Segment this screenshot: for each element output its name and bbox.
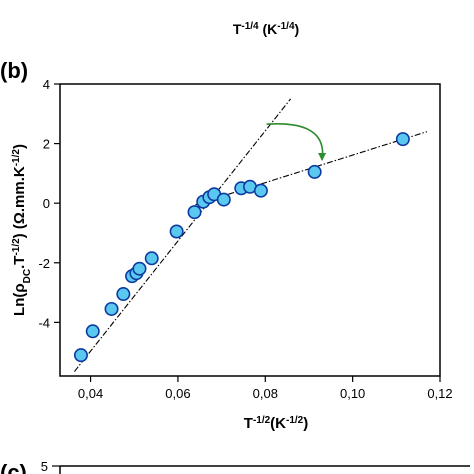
panel-label-c: (c) [0, 460, 27, 474]
panel-c-y-tick-label: 5 [41, 459, 48, 474]
x-tick-label: 0,10 [340, 386, 365, 401]
data-point [216, 192, 231, 207]
panel-label-b: (b) [0, 58, 28, 83]
annotation-arrow [266, 123, 327, 161]
data-point [253, 183, 268, 198]
fit-lines [73, 98, 428, 372]
data-point [169, 224, 184, 239]
fit-line [195, 131, 428, 206]
y-tick-label: -2 [38, 256, 50, 271]
data-point [307, 164, 322, 179]
data-point [187, 205, 202, 220]
data-point [104, 301, 119, 316]
plot-frame [59, 83, 441, 377]
data-point [132, 261, 147, 276]
y-tick-label: 4 [43, 77, 50, 92]
x-axis-label: T-1/2(K-1/2) [244, 415, 308, 433]
x-tick-label: 0,06 [165, 386, 190, 401]
data-point [85, 324, 100, 339]
data-point [395, 132, 410, 147]
arrow-head [318, 152, 327, 161]
y-axis-label: Ln(ρDC.T-1/2) (Ω.mm.K-1/2) [11, 144, 33, 316]
x-tick-label: 0,04 [78, 386, 103, 401]
data-point [144, 251, 159, 266]
y-tick-label: -4 [38, 315, 50, 330]
data-point [73, 348, 88, 363]
data-points [73, 132, 410, 363]
y-tick-label: 2 [43, 137, 50, 152]
x-tick-label: 0,12 [427, 386, 452, 401]
top-panel-x-axis-label: T-1/4 (K-1/4) [233, 21, 299, 38]
axis-ticks: 0,04 0,06 0,08 0,10 0,12 4 2 0 -2 -4 [38, 77, 452, 401]
arrow-curve [266, 123, 324, 161]
data-point [116, 287, 131, 302]
x-tick-label: 0,08 [253, 386, 278, 401]
y-tick-label: 0 [43, 196, 50, 211]
